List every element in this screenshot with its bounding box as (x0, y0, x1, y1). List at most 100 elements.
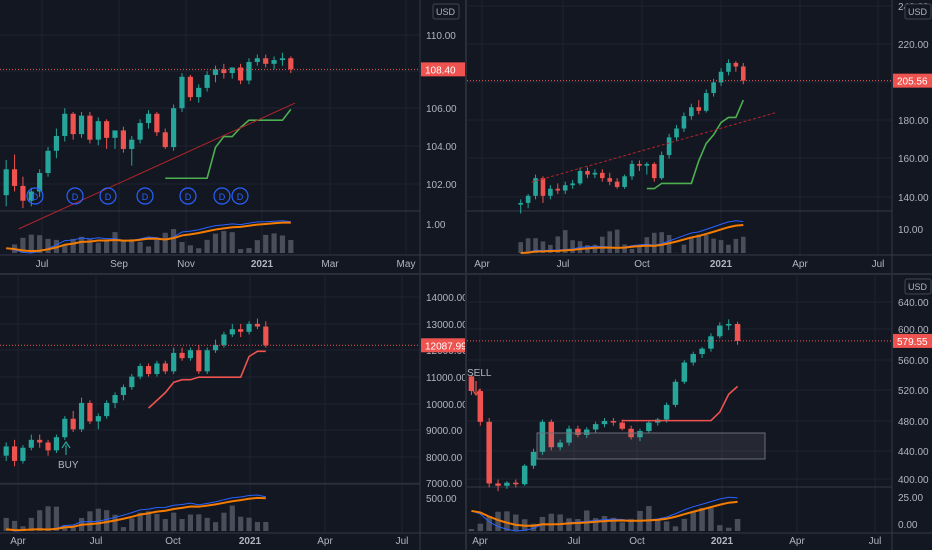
candle[interactable] (486, 417, 492, 488)
candle[interactable] (607, 172, 613, 186)
candle[interactable] (651, 162, 657, 182)
candle[interactable] (3, 160, 9, 207)
candle[interactable] (557, 439, 563, 451)
candle[interactable] (601, 417, 608, 428)
candle[interactable] (45, 147, 51, 177)
candle[interactable] (271, 56, 277, 70)
candle[interactable] (196, 84, 202, 103)
candle[interactable] (610, 417, 617, 426)
candle[interactable] (187, 74, 193, 101)
range-box[interactable] (536, 432, 766, 460)
candle[interactable] (221, 63, 227, 79)
candle[interactable] (699, 347, 705, 358)
candle[interactable] (20, 176, 26, 209)
dividend-marker[interactable]: D (26, 187, 44, 205)
candle[interactable] (104, 119, 110, 149)
candle[interactable] (575, 425, 581, 438)
candle[interactable] (504, 481, 510, 489)
candle[interactable] (672, 379, 679, 408)
dividend-marker[interactable]: D (179, 187, 197, 205)
candle[interactable] (539, 419, 546, 455)
candle[interactable] (62, 108, 68, 142)
candle[interactable] (585, 167, 590, 179)
horizontal-divider[interactable] (0, 273, 932, 275)
candle[interactable] (518, 199, 524, 214)
candle[interactable] (513, 479, 519, 488)
candle[interactable] (708, 333, 714, 352)
candle[interactable] (263, 54, 269, 68)
candle[interactable] (703, 89, 709, 113)
candle[interactable] (229, 67, 235, 79)
candle[interactable] (212, 65, 219, 83)
candle[interactable] (562, 181, 568, 195)
candle[interactable] (45, 439, 51, 456)
candle[interactable] (622, 174, 627, 189)
candle[interactable] (162, 360, 168, 374)
candle[interactable] (238, 323, 244, 338)
candle[interactable] (145, 363, 152, 377)
candle[interactable] (162, 128, 168, 149)
candle[interactable] (674, 124, 679, 141)
pane-canvas[interactable]: 110.00108.00106.00104.00102.001.00USD108… (0, 0, 465, 273)
candle[interactable] (637, 428, 643, 442)
candle[interactable] (137, 119, 143, 144)
candle[interactable] (53, 434, 60, 454)
candle[interactable] (104, 400, 110, 419)
candle[interactable] (468, 374, 475, 395)
candle[interactable] (37, 169, 43, 198)
pane-canvas[interactable]: 240.00220.00200.00180.00160.00140.0010.0… (467, 0, 932, 273)
candle[interactable] (145, 110, 152, 129)
candle[interactable] (53, 128, 60, 159)
candle[interactable] (614, 178, 620, 189)
candle[interactable] (87, 111, 93, 144)
candle[interactable] (600, 169, 605, 182)
candle[interactable] (681, 360, 688, 385)
chart-pane-top-right[interactable]: 240.00220.00200.00180.00160.00140.0010.0… (467, 0, 932, 273)
candle[interactable] (288, 56, 294, 74)
candle[interactable] (637, 160, 642, 172)
candle[interactable] (566, 425, 572, 446)
candle[interactable] (690, 351, 696, 366)
candle[interactable] (592, 169, 598, 179)
candle[interactable] (20, 445, 26, 464)
candle[interactable] (555, 183, 561, 195)
candle[interactable] (11, 439, 18, 467)
candle[interactable] (525, 194, 531, 209)
candle[interactable] (654, 417, 661, 426)
candle[interactable] (263, 321, 269, 348)
chart-pane-bottom-right[interactable]: 640.00 600.00 560.00 520.00 480.00 440.00 400.… (467, 275, 932, 550)
candle[interactable] (11, 154, 18, 192)
currency-badge[interactable]: USD (904, 278, 932, 295)
candle[interactable] (279, 52, 286, 66)
candle[interactable] (37, 434, 43, 448)
candle[interactable] (254, 54, 260, 66)
dividend-marker[interactable]: D (66, 187, 84, 205)
candle[interactable] (187, 347, 194, 361)
candle[interactable] (28, 434, 34, 451)
currency-badge[interactable]: USD (432, 3, 460, 20)
candle[interactable] (204, 71, 210, 92)
candle[interactable] (246, 58, 252, 85)
candle[interactable] (733, 61, 739, 72)
candle[interactable] (717, 322, 723, 339)
candle[interactable] (179, 347, 185, 361)
candle[interactable] (171, 347, 177, 374)
candle[interactable] (154, 360, 160, 377)
candle[interactable] (229, 323, 235, 338)
candle[interactable] (495, 479, 501, 492)
candle[interactable] (254, 318, 261, 330)
candle[interactable] (521, 464, 528, 486)
candle[interactable] (129, 373, 135, 390)
candle[interactable] (681, 112, 687, 133)
candle[interactable] (112, 392, 118, 409)
dividend-marker[interactable]: D (99, 187, 117, 205)
candle[interactable] (663, 402, 670, 423)
candle[interactable] (726, 59, 731, 76)
candle[interactable] (689, 103, 694, 120)
candle[interactable] (725, 319, 732, 331)
candle[interactable] (530, 448, 537, 469)
candle[interactable] (718, 68, 724, 86)
chart-pane-top-left[interactable]: 110.00108.00106.00104.00102.001.00USD108… (0, 0, 465, 273)
candle[interactable] (644, 162, 650, 175)
chart-pane-bottom-left[interactable]: 14000.0013000.0012000.0011000.0010000.00… (0, 275, 465, 550)
